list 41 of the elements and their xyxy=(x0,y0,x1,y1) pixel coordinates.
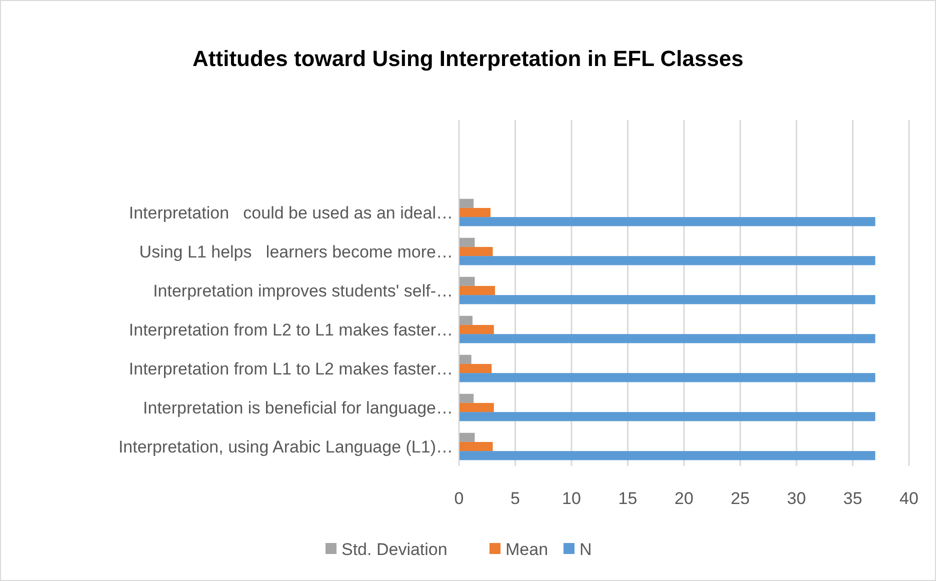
x-tick-label: 40 xyxy=(900,489,918,508)
x-tick-label: 35 xyxy=(843,489,862,508)
legend-label: Std. Deviation xyxy=(342,540,448,559)
bar xyxy=(459,402,494,412)
bar xyxy=(459,373,876,382)
bar xyxy=(459,217,876,226)
y-tick-label: Using L1 helps learners become more… xyxy=(139,242,453,262)
bar xyxy=(459,394,474,403)
x-tick-label: 0 xyxy=(454,489,464,508)
x-tick-label: 20 xyxy=(674,489,694,508)
bar xyxy=(459,276,475,286)
x-tick-label: 5 xyxy=(510,489,520,508)
legend-label: N xyxy=(580,540,592,559)
bar xyxy=(459,238,475,247)
x-tick-label: 30 xyxy=(787,489,806,508)
y-tick-label: Interpretation, using Arabic Language (L1)… xyxy=(118,437,453,456)
y-tick-label: Interpretation could be used as an ideal… xyxy=(128,203,453,222)
bar xyxy=(459,256,876,266)
bar xyxy=(459,432,475,442)
bar xyxy=(459,316,472,325)
legend-label: Mean xyxy=(506,540,548,559)
bar xyxy=(459,295,876,304)
bar xyxy=(459,324,494,334)
x-tick-label: 25 xyxy=(730,489,750,508)
chart-title: Attitudes toward Using Interpretation in EFL Classes xyxy=(192,46,744,71)
x-tick-label: 15 xyxy=(618,489,638,508)
bar xyxy=(459,354,472,364)
y-tick-label: Interpretation from L1 to L2 makes faster… xyxy=(128,359,453,378)
bar xyxy=(459,451,876,460)
bar xyxy=(459,208,490,218)
bar xyxy=(459,246,493,256)
x-tick-label: 10 xyxy=(562,489,581,508)
y-tick-label: Interpretation is beneficial for language… xyxy=(143,398,453,418)
bar xyxy=(459,442,493,452)
bar xyxy=(459,286,495,296)
bar xyxy=(459,198,474,208)
bar xyxy=(459,334,876,344)
bar xyxy=(459,364,492,374)
y-tick-label: Interpretation from L2 to L1 makes faster… xyxy=(128,320,453,340)
bar xyxy=(459,412,876,422)
y-tick-label: Interpretation improves students' self-… xyxy=(153,281,453,300)
